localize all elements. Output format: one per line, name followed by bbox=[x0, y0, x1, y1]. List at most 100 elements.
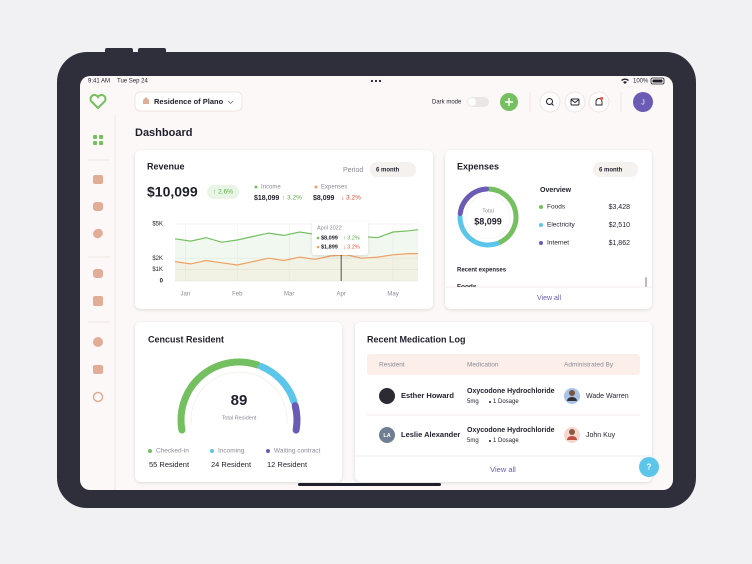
avatar[interactable] bbox=[633, 92, 653, 112]
legend-label: Waiting contract bbox=[274, 448, 321, 455]
card-title: Cencust Resident bbox=[148, 334, 224, 344]
dark-mode-label: Dark mode bbox=[432, 100, 462, 106]
resident-name: Leslie Alexander bbox=[401, 430, 460, 439]
resident-name: Esther Howard bbox=[401, 391, 454, 400]
census-card bbox=[135, 322, 342, 482]
logo bbox=[89, 94, 107, 110]
bullet bbox=[489, 401, 491, 403]
nav-icon[interactable] bbox=[93, 296, 103, 306]
legend-label: Incoming bbox=[218, 448, 245, 455]
donut-inner bbox=[465, 194, 511, 240]
income-change: ↑ 3.2% bbox=[282, 195, 302, 202]
period-value[interactable]: 6 month bbox=[599, 168, 623, 174]
recent-title: Recent expenses bbox=[457, 268, 507, 274]
legend-dot bbox=[539, 223, 543, 227]
column-header: Resident bbox=[379, 362, 405, 369]
search-button[interactable] bbox=[539, 91, 561, 113]
tooltip-dot bbox=[316, 236, 320, 240]
gauge-total: 89 bbox=[231, 392, 248, 409]
y-tick-label: $1K bbox=[152, 267, 163, 273]
chevron bbox=[227, 100, 234, 105]
avatar-initials: LA bbox=[383, 433, 390, 439]
home-icon bbox=[143, 97, 149, 104]
period-select[interactable] bbox=[370, 162, 416, 177]
gauge-segment bbox=[177, 358, 262, 434]
location-name: Residence of Plano bbox=[154, 97, 224, 106]
card-title: Expenses bbox=[457, 161, 499, 171]
scrollbar bbox=[645, 277, 647, 287]
legend-dot bbox=[254, 185, 258, 189]
donut-segment bbox=[486, 186, 519, 245]
period-select[interactable] bbox=[593, 162, 638, 177]
period-label: Period bbox=[343, 167, 363, 174]
nav-icon[interactable] bbox=[93, 269, 103, 278]
legend-dot bbox=[148, 449, 152, 453]
x-tick-label: May bbox=[387, 292, 398, 298]
nav-dashboard[interactable] bbox=[93, 135, 103, 145]
resident-avatar bbox=[379, 388, 395, 404]
column-header: Medication bbox=[467, 362, 499, 369]
nav-icon[interactable] bbox=[92, 391, 104, 403]
tooltip-value: $1,899 bbox=[321, 244, 338, 250]
status-icons bbox=[370, 77, 665, 85]
tooltip-title: April 2022 bbox=[317, 225, 342, 231]
legend-value: 55 Resident bbox=[149, 460, 190, 469]
medication-name: Oxycodone Hydrochloride bbox=[467, 388, 555, 395]
column-header: Administrated By bbox=[564, 362, 614, 369]
change-badge bbox=[207, 185, 239, 199]
nav-icon[interactable] bbox=[93, 175, 103, 184]
overview-title: Overview bbox=[540, 187, 572, 194]
expense-category: Internet bbox=[547, 240, 569, 247]
legend-dot bbox=[539, 241, 543, 245]
view-all[interactable]: View all bbox=[490, 465, 516, 474]
card-title: Revenue bbox=[147, 161, 185, 171]
medication-dose: 5mg bbox=[467, 438, 479, 444]
tooltip-change: ↑ 3.2% bbox=[343, 235, 360, 241]
legend-dot bbox=[266, 449, 270, 453]
notification-button[interactable] bbox=[588, 91, 610, 113]
expenses-change: ↓ 3.2% bbox=[341, 195, 361, 202]
medication-dosage: 1 Dosage bbox=[493, 438, 519, 444]
donut-segment bbox=[457, 213, 500, 248]
line-series bbox=[174, 253, 418, 266]
avatar-initial: J bbox=[641, 99, 645, 106]
status-time: 9:41 AM bbox=[88, 79, 110, 85]
tooltip bbox=[312, 221, 368, 255]
legend-label: Income bbox=[261, 185, 281, 191]
gauge-segment bbox=[291, 402, 301, 434]
revenue-change: ↑ 2.6% bbox=[213, 189, 233, 196]
line-series bbox=[174, 229, 419, 243]
resident-avatar bbox=[379, 427, 395, 443]
period-value[interactable]: 6 month bbox=[376, 168, 400, 174]
area-fill bbox=[175, 253, 418, 281]
legend-label: Checked-in bbox=[156, 448, 189, 455]
x-tick-label: Mar bbox=[284, 292, 294, 298]
donut-total: $8,099 bbox=[474, 216, 502, 226]
recent-item: Foods bbox=[457, 284, 477, 291]
donut-segment bbox=[457, 186, 490, 217]
bullet bbox=[489, 440, 491, 442]
staff-name: John Kuy bbox=[586, 432, 616, 439]
gauge-inner bbox=[190, 371, 288, 425]
expense-category: Electricity bbox=[547, 222, 576, 229]
legend-value: 24 Resident bbox=[211, 460, 252, 469]
expense-value: $2,510 bbox=[609, 222, 631, 229]
expense-value: $1,862 bbox=[609, 240, 631, 247]
nav-icon[interactable] bbox=[93, 365, 103, 374]
table-header bbox=[367, 354, 640, 375]
help-button[interactable] bbox=[639, 457, 659, 477]
medication-dose: 5mg bbox=[467, 399, 479, 405]
nav-icon[interactable] bbox=[93, 337, 103, 347]
view-all[interactable]: View all bbox=[537, 295, 561, 302]
location-select[interactable] bbox=[134, 91, 243, 112]
plus-icon bbox=[505, 98, 513, 106]
legend-dot bbox=[314, 185, 318, 189]
card-title: Recent Medication Log bbox=[367, 334, 466, 344]
gauge-segment bbox=[258, 363, 298, 406]
nav-icon[interactable] bbox=[91, 227, 104, 240]
nav-icon[interactable] bbox=[93, 202, 103, 211]
y-tick-label: $2K bbox=[152, 256, 163, 262]
y-tick-label: $5K bbox=[152, 222, 163, 228]
tooltip-dot bbox=[316, 245, 320, 249]
